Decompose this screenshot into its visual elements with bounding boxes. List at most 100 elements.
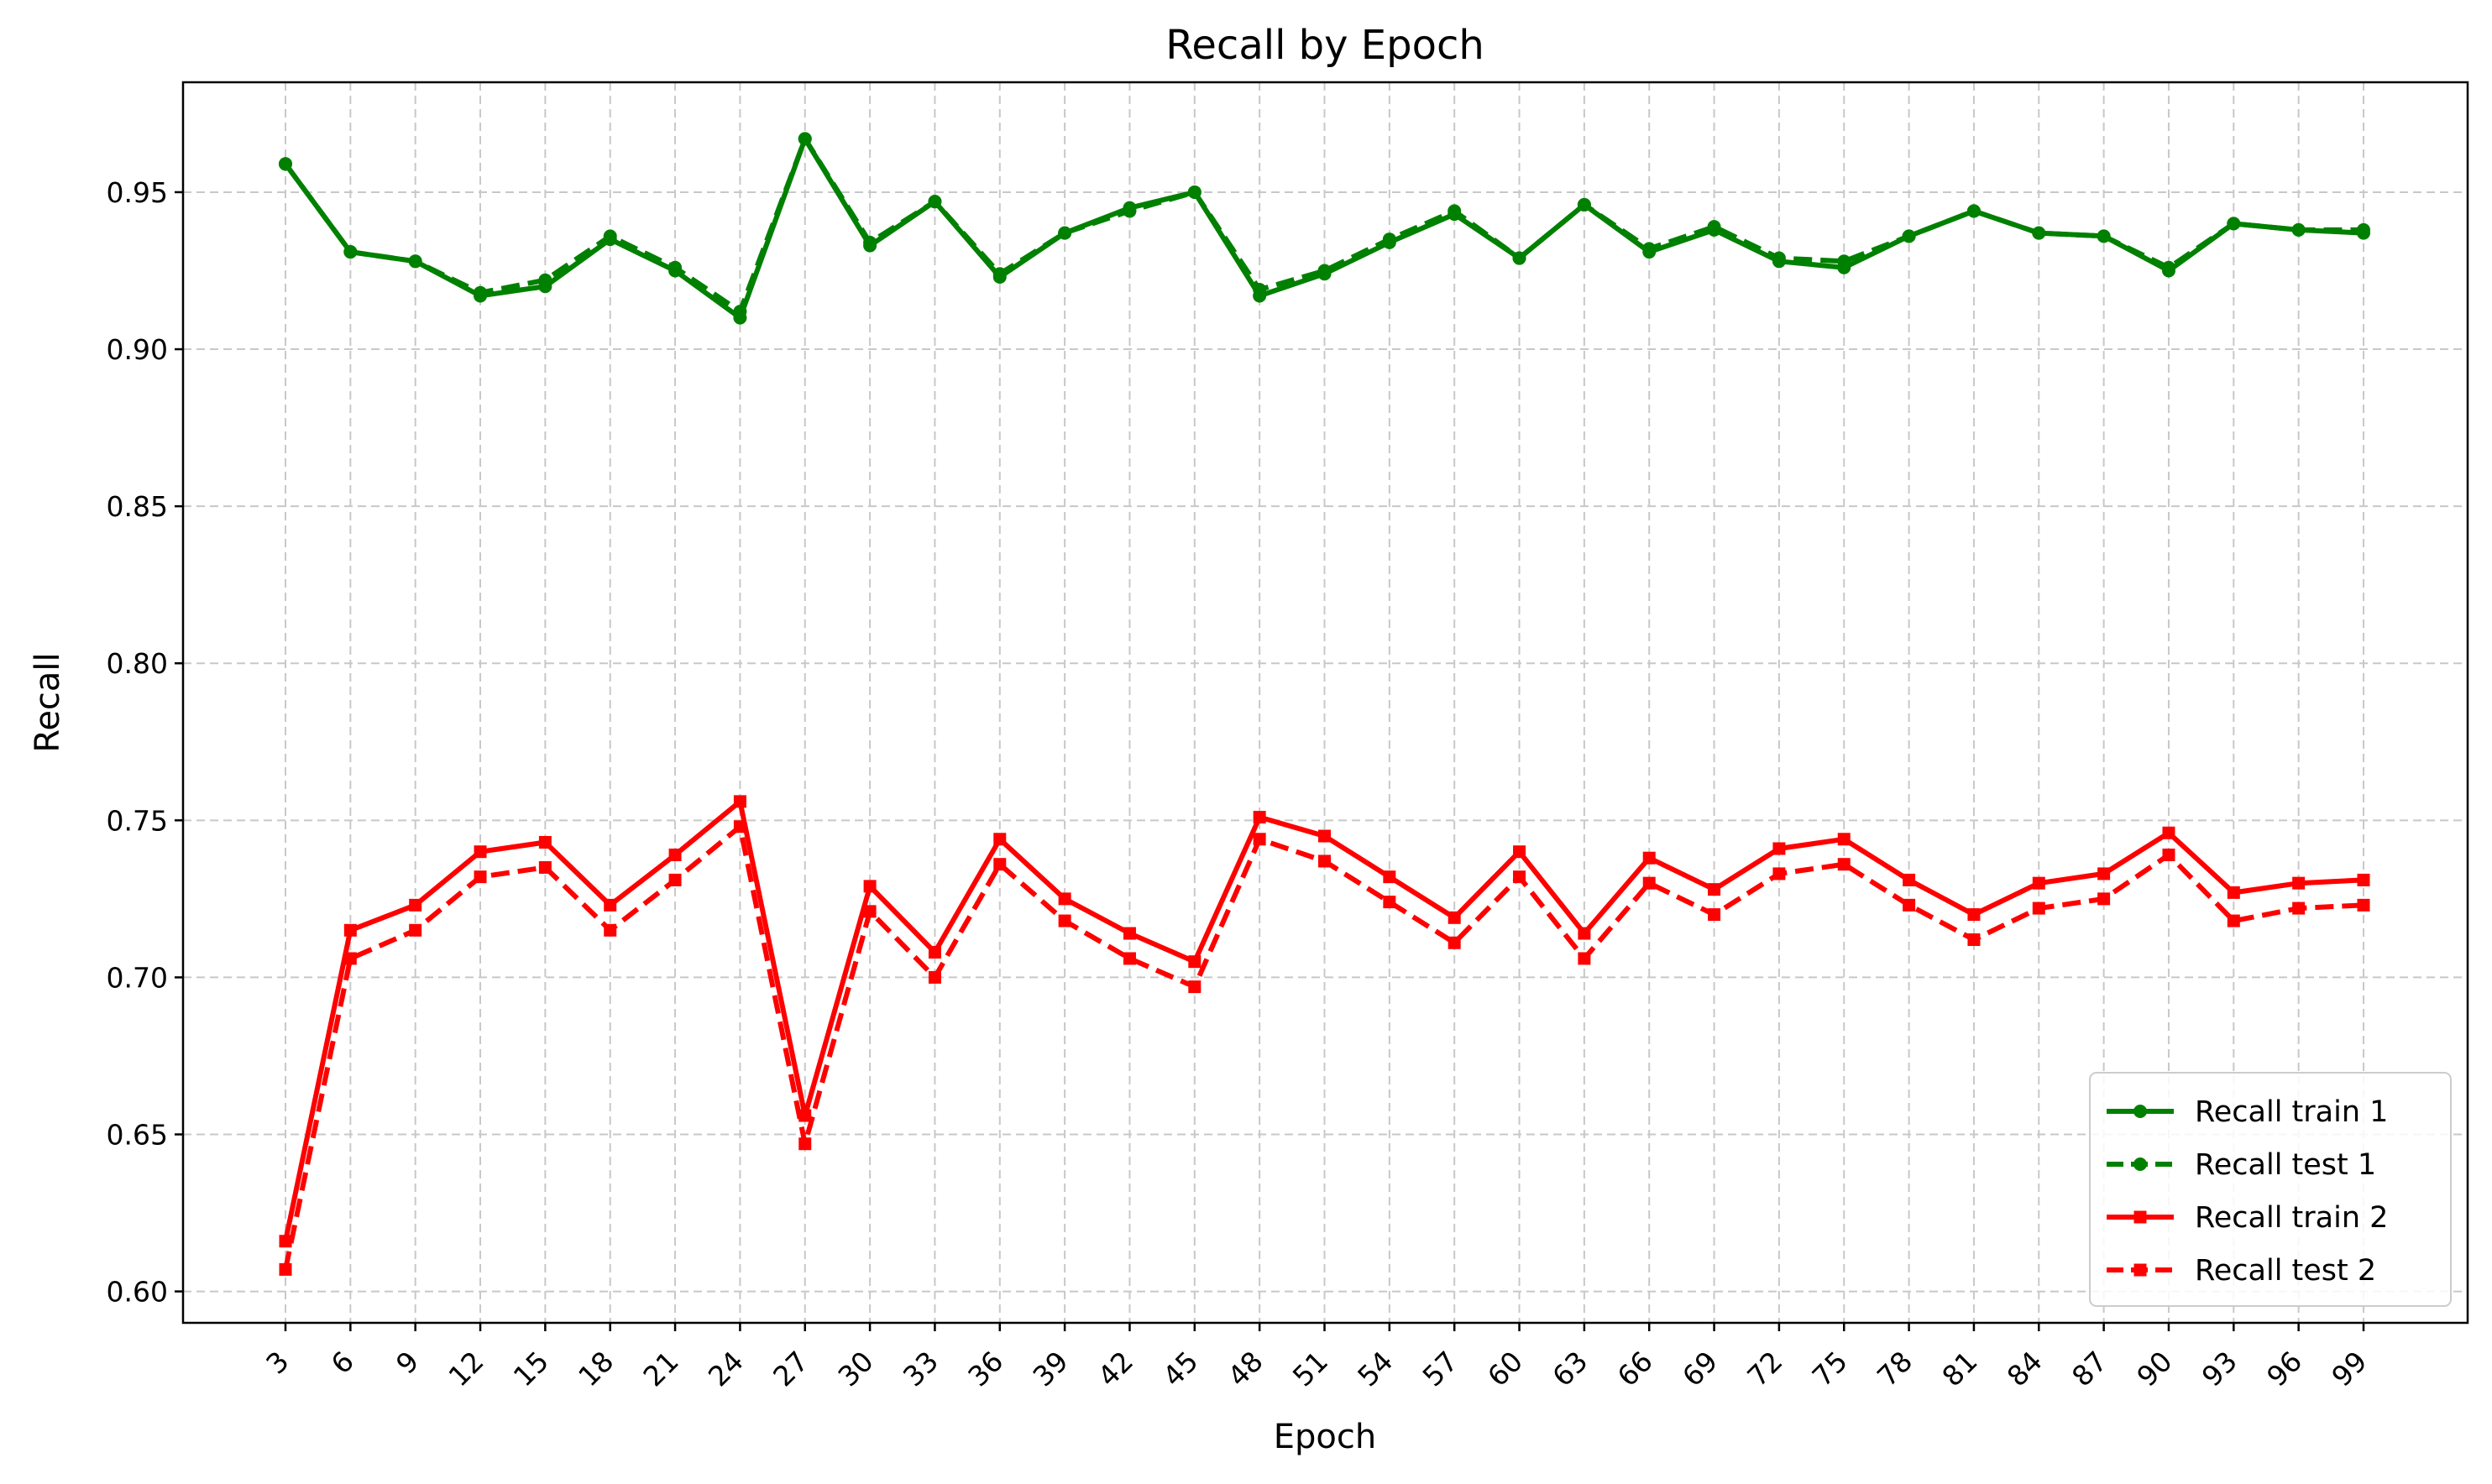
data-point [1318, 854, 1331, 868]
data-point [1642, 851, 1656, 865]
data-point [798, 1109, 812, 1122]
data-point [668, 848, 682, 861]
series-recall-test-1 [279, 132, 2370, 319]
data-point [2227, 886, 2240, 899]
data-point [863, 235, 877, 249]
data-point [1253, 811, 1266, 824]
data-point [1188, 980, 1202, 994]
data-point [1642, 242, 1657, 256]
y-tick-label: 0.95 [107, 176, 168, 209]
data-point [2357, 873, 2370, 886]
data-point [409, 898, 422, 912]
data-point [1123, 204, 1137, 218]
data-point [1383, 896, 1396, 909]
data-point [1512, 251, 1526, 265]
y-axis-label: Recall [29, 652, 67, 752]
data-point [1383, 870, 1396, 884]
data-point [1058, 892, 1071, 906]
data-point [863, 905, 877, 918]
data-point [279, 1235, 292, 1248]
data-point [538, 836, 552, 849]
data-point [1448, 911, 1461, 924]
data-point [2357, 898, 2370, 912]
data-point [2162, 826, 2175, 839]
data-point [1187, 185, 1202, 199]
legend-label: Recall test 1 [2195, 1148, 2376, 1182]
y-tick-label: 0.80 [107, 647, 168, 680]
data-point [1253, 282, 1267, 296]
legend: Recall train 1 Recall test 1 Recall train … [2089, 1072, 2452, 1307]
data-point [928, 195, 942, 209]
data-point [409, 923, 422, 937]
legend-item: Recall test 1 [2107, 1148, 2376, 1182]
data-point [1578, 952, 1591, 965]
data-point [1772, 251, 1786, 265]
data-point [1837, 833, 1851, 846]
data-point [1513, 845, 1526, 859]
data-point [1708, 883, 1721, 896]
data-point [1513, 870, 1526, 884]
legend-box [2089, 1072, 2452, 1307]
data-point [992, 267, 1007, 281]
data-point [993, 833, 1007, 846]
data-point [1903, 898, 1916, 912]
data-point [1967, 908, 1981, 922]
series-line [283, 136, 2364, 315]
data-point [604, 898, 617, 912]
data-point [1837, 254, 1851, 269]
data-point [2161, 260, 2175, 274]
data-point [1966, 204, 1981, 218]
data-point [2032, 876, 2045, 890]
data-point [474, 870, 487, 884]
data-point [1642, 876, 1656, 890]
x-axis-label: Epoch [1274, 1418, 1376, 1456]
data-point [1382, 233, 1396, 247]
data-point [1448, 204, 1462, 218]
data-point [1058, 914, 1071, 928]
y-axis-ticks: 0.60 0.65 0.70 0.75 0.80 0.85 0.90 0.95 [107, 176, 183, 1309]
y-tick-label: 0.65 [107, 1118, 168, 1151]
data-point [863, 880, 877, 893]
series-lines [279, 132, 2370, 1276]
data-point [2032, 901, 2045, 915]
legend-item: Recall train 2 [2107, 1201, 2388, 1235]
y-tick-label: 0.90 [107, 333, 168, 366]
data-point [733, 795, 746, 808]
data-point [1317, 264, 1332, 278]
data-point [408, 254, 422, 269]
y-tick-label: 0.70 [107, 961, 168, 994]
data-point [1772, 842, 1786, 855]
data-point [343, 923, 357, 937]
data-point [2032, 226, 2046, 240]
data-point [668, 260, 683, 274]
data-point [1578, 927, 1591, 940]
y-tick-label: 0.60 [107, 1276, 168, 1309]
data-point [1772, 867, 1786, 880]
chart-title: Recall by Epoch [1165, 22, 1484, 69]
data-point [2292, 876, 2306, 890]
data-point [1318, 829, 1331, 843]
data-point [343, 952, 357, 965]
data-point [2097, 229, 2111, 243]
legend-marker [2133, 1263, 2147, 1277]
data-point [1708, 908, 1721, 922]
data-point [1188, 955, 1202, 969]
data-point [279, 1262, 292, 1276]
data-point [1577, 197, 1591, 212]
data-point [993, 858, 1007, 871]
data-point [798, 132, 812, 146]
data-point [928, 970, 941, 984]
data-point [1707, 220, 1721, 234]
data-point [603, 229, 617, 243]
data-point [1253, 833, 1266, 846]
data-point [1123, 927, 1136, 940]
data-point [474, 845, 487, 859]
y-tick-label: 0.85 [107, 490, 168, 523]
data-point [343, 245, 358, 259]
data-point [733, 820, 746, 833]
data-point [474, 285, 488, 300]
data-point [1123, 952, 1136, 965]
data-point [2227, 217, 2241, 231]
data-point [928, 945, 941, 959]
